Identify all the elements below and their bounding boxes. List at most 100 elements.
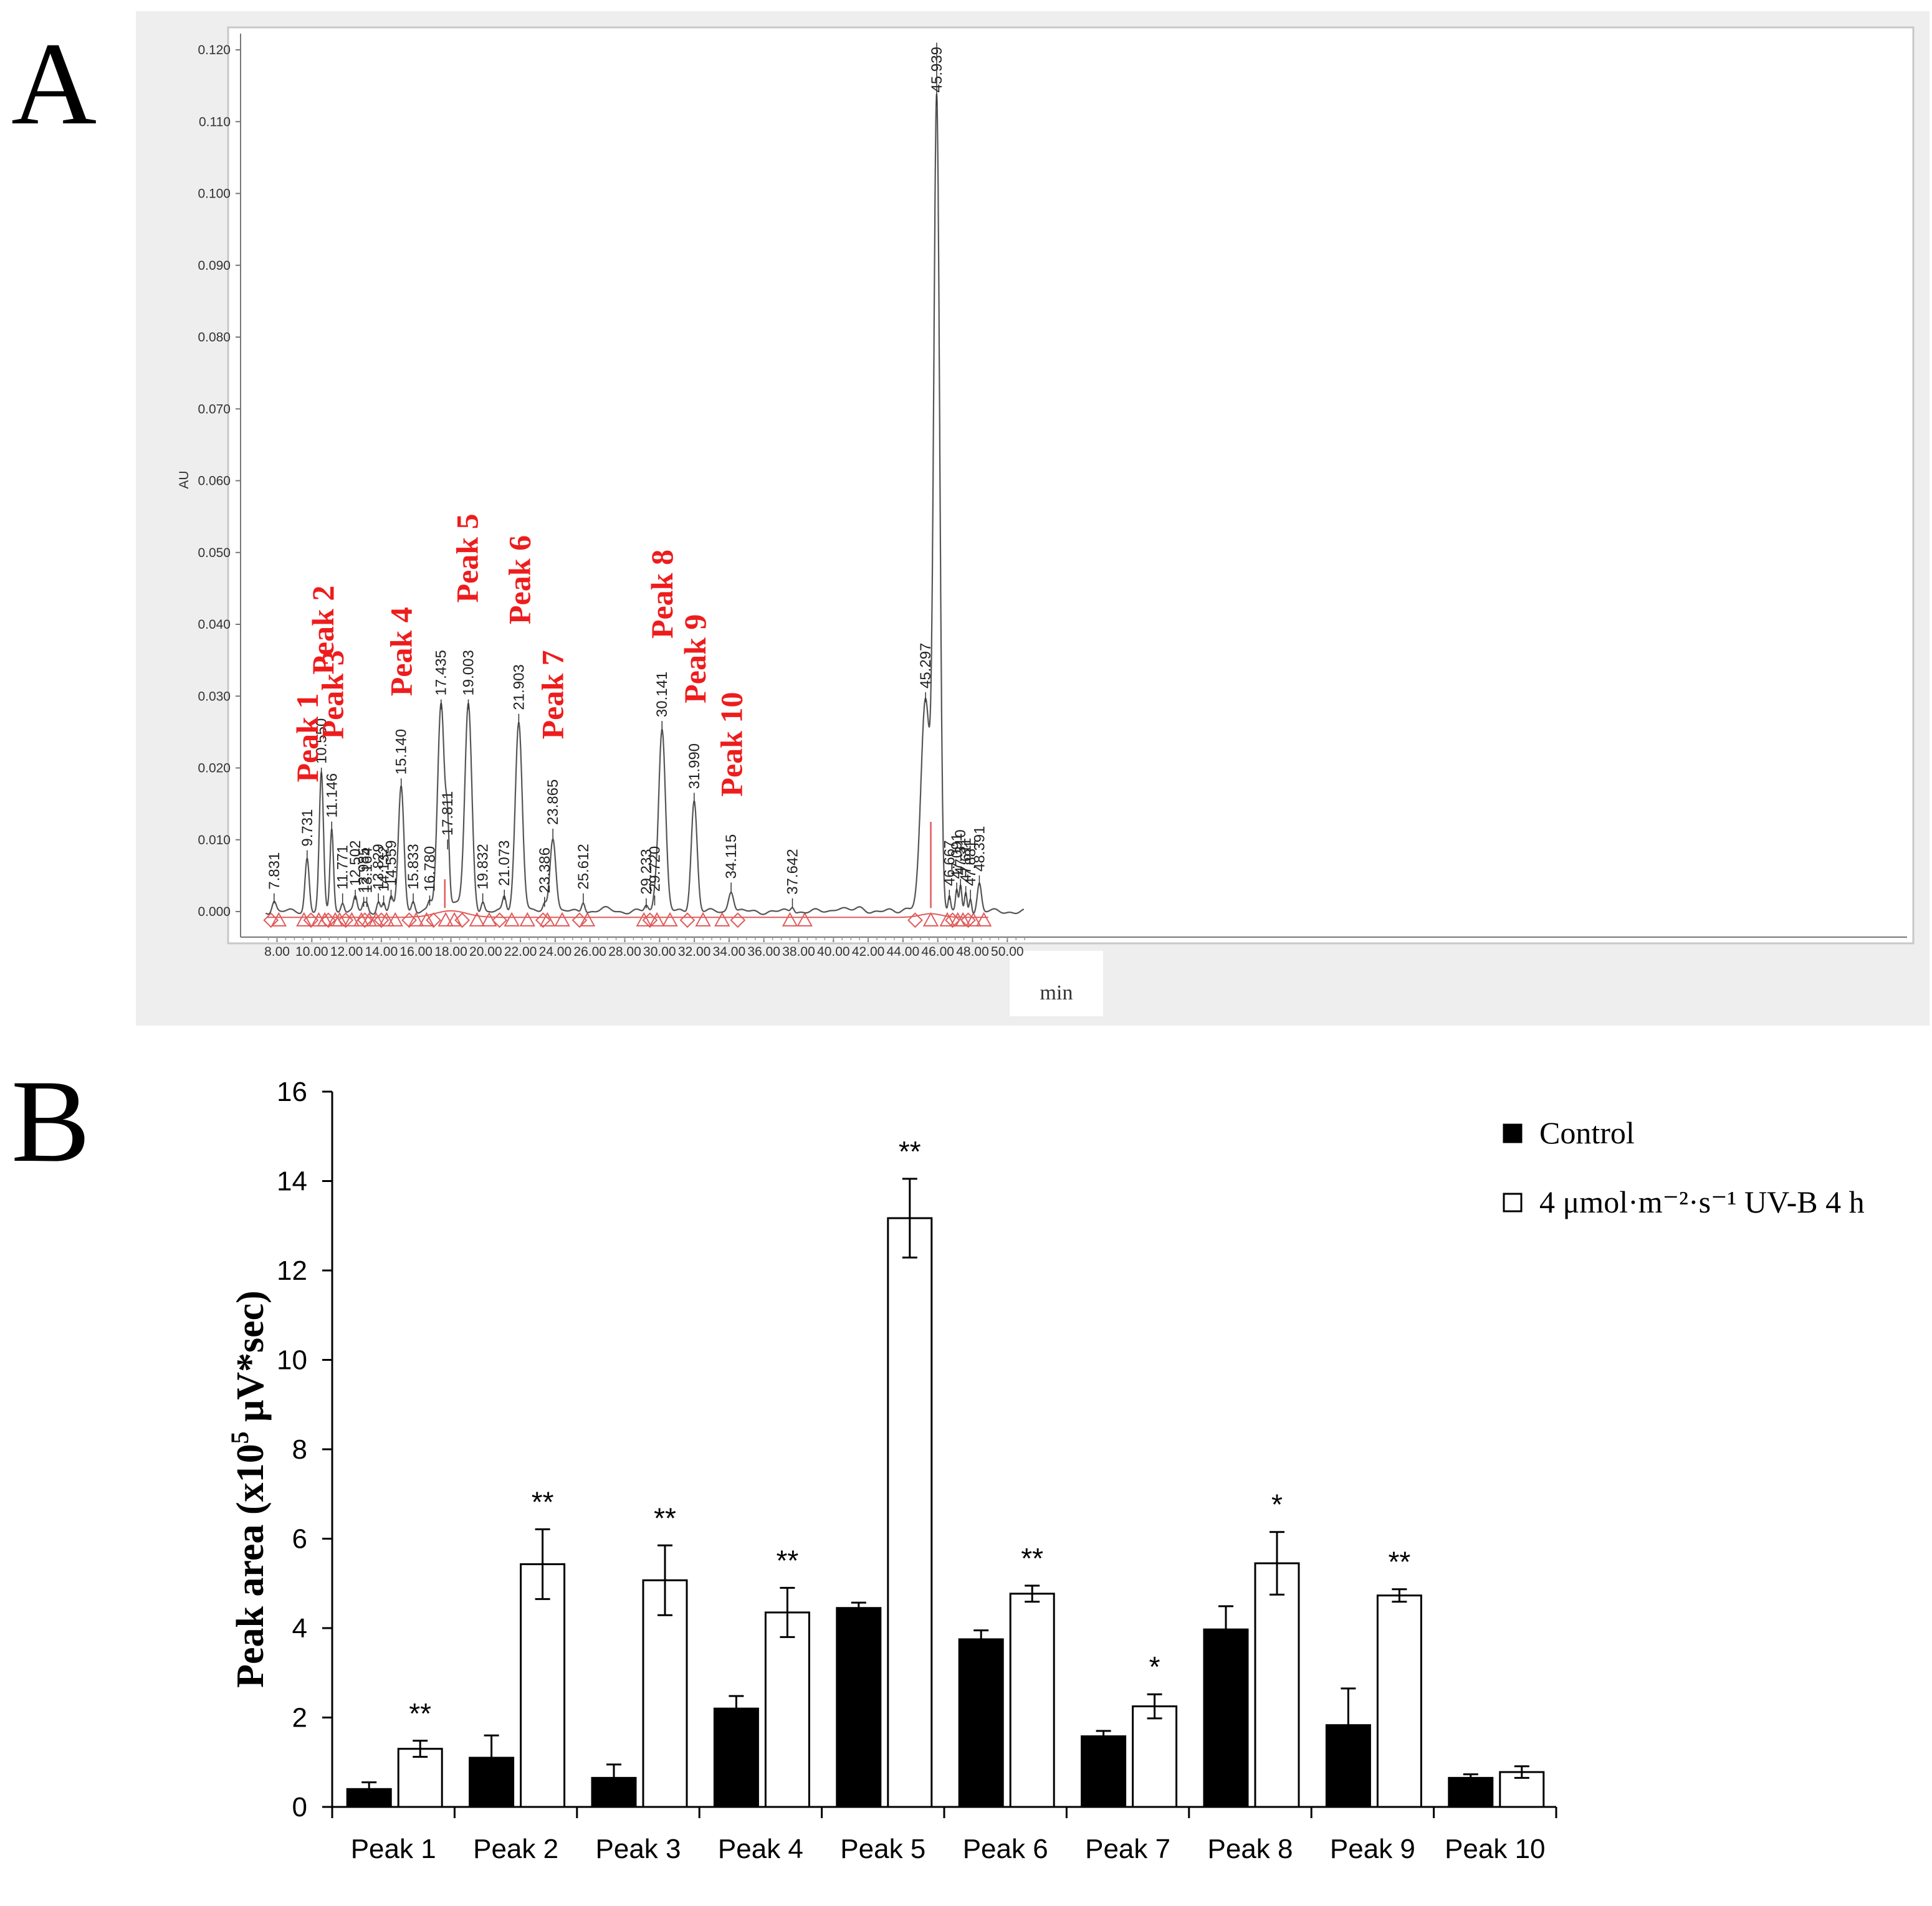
- retention-time-label: 45.297: [917, 643, 934, 689]
- baseline-triangle-marker: [343, 912, 360, 927]
- baseline-triangle-marker: [714, 912, 730, 927]
- retention-time-label: 13.164: [359, 847, 376, 893]
- peak-annotation: Peak 9: [677, 614, 712, 703]
- retention-time-label: 15.833: [405, 844, 422, 889]
- x-tick-label: 34.00: [713, 945, 746, 959]
- y-tick-label: 14: [277, 1166, 307, 1197]
- retention-time-label: 48.391: [971, 826, 988, 871]
- baseline-triangle-marker: [438, 912, 454, 927]
- x-tick-label: 30.00: [643, 945, 676, 959]
- bar-uvb: [764, 1611, 810, 1808]
- retention-time-label: 19.832: [475, 844, 492, 889]
- legend: Control 4 μmol·m⁻²·s⁻¹ UV-B 4 h: [1503, 1115, 1865, 1219]
- baseline-triangle-marker: [408, 912, 424, 927]
- bar-uvb: [1254, 1562, 1300, 1808]
- retention-time-label: 37.642: [785, 849, 801, 894]
- bar-control: [1448, 1776, 1494, 1808]
- chromatogram-panel: 0.000 0.010 0.020 0.030 0.040 0.050 0.060 0.070…: [136, 11, 1930, 1026]
- baseline-triangle-marker: [446, 912, 462, 927]
- retention-time-label: 47.091: [949, 833, 965, 879]
- baseline-triangle-marker: [955, 912, 971, 927]
- retention-time-label: 9.731: [299, 809, 316, 847]
- x-tick-label: 28.00: [608, 945, 641, 959]
- baseline-triangle-marker: [469, 912, 485, 927]
- baseline-triangle-marker: [975, 912, 992, 927]
- x-tick-label: 50.00: [991, 945, 1024, 959]
- x-tick-label: 14.00: [365, 945, 398, 959]
- retention-time-label: 15.140: [393, 729, 410, 774]
- category-label: Peak 6: [963, 1834, 1048, 1864]
- y-tick-label: 10: [277, 1345, 307, 1376]
- x-tick-label: 24.00: [539, 945, 572, 959]
- peak-annotation: Peak 6: [502, 535, 537, 624]
- y-axis-title: AU: [177, 470, 191, 488]
- y-tick-label: 2: [292, 1703, 307, 1733]
- bar-control: [958, 1638, 1004, 1808]
- retention-time-label: 14.559: [383, 841, 399, 886]
- significance-mark: **: [1388, 1546, 1410, 1578]
- bar-uvb: [1376, 1594, 1422, 1808]
- x-tick-label: 16.00: [399, 945, 433, 959]
- retention-time-label: 23.386: [537, 847, 553, 893]
- baseline-triangle-marker: [296, 912, 312, 927]
- peak-annotation: Peak 2: [305, 586, 340, 675]
- baseline-diamond-marker: [907, 912, 923, 928]
- baseline-triangle-marker: [270, 912, 287, 927]
- category-label: Peak 1: [351, 1834, 436, 1864]
- x-tick-label: 8.00: [264, 945, 290, 959]
- x-axis-title-background: [1010, 951, 1103, 1016]
- bar-control: [713, 1707, 759, 1808]
- x-tick-label: 22.00: [504, 945, 537, 959]
- y-axis-title-unit: μV*sec): [229, 1290, 272, 1431]
- y-tick-label: 8: [292, 1434, 307, 1465]
- x-tick-label: 12.00: [330, 945, 363, 959]
- retention-time-label: 19.003: [460, 650, 477, 695]
- retention-time-label: 47.611: [958, 838, 975, 883]
- x-tick-label: 42.00: [852, 945, 885, 959]
- y-tick-label: 0.020: [198, 761, 231, 776]
- baseline-triangle-marker: [504, 912, 520, 927]
- significance-mark: **: [409, 1697, 431, 1730]
- baseline-triangle-marker: [782, 912, 798, 927]
- retention-time-label: 13.829: [370, 844, 387, 889]
- y-tick-label: 0.000: [198, 905, 231, 919]
- legend-swatch-control: [1503, 1123, 1523, 1143]
- peak-annotation: Peak 1: [290, 693, 325, 783]
- chromatogram-plot-area: [227, 26, 1915, 945]
- significance-marks: **** ************: [409, 1135, 1410, 1730]
- retention-time-label: 25.612: [575, 844, 592, 889]
- y-tick-label: 0.040: [198, 617, 231, 632]
- bar-chart-panel: 0 2 4 6 8 10 12 14 16 Peak 1 Peak 2 Peak 3 Peak 4 Pea…: [226, 1077, 1865, 1864]
- bar-uvb: [520, 1563, 566, 1808]
- y-tick-label: 0.030: [198, 689, 231, 703]
- bar-uvb: [397, 1748, 443, 1808]
- integration-baseline: [266, 910, 988, 918]
- y-tick-label: 0.050: [198, 546, 231, 560]
- y-tick-label: 6: [292, 1524, 307, 1555]
- legend-label-control: Control: [1539, 1115, 1635, 1150]
- retention-time-label: 12.985: [356, 847, 373, 893]
- baseline-triangle-marker: [695, 912, 711, 927]
- x-tick-label: 10.00: [295, 945, 328, 959]
- category-label: Peak 3: [596, 1834, 681, 1864]
- bar-chart-axes: 0 2 4 6 8 10 12 14 16 Peak 1 Peak 2 Peak 3 Peak 4 Pea…: [277, 1077, 1557, 1864]
- baseline-triangle-marker: [965, 912, 982, 927]
- baseline-triangle-marker: [418, 912, 435, 927]
- chromatogram-trace: [265, 93, 1025, 915]
- y-tick-label: 0.080: [198, 330, 231, 345]
- x-tick-label: 20.00: [469, 945, 502, 959]
- retention-time-label: 16.780: [421, 846, 438, 892]
- peak-annotation: Peak 5: [450, 513, 485, 603]
- retention-time-label: 46.667: [941, 841, 958, 886]
- retention-time-label: 10.550: [313, 718, 330, 764]
- y-tick-label: 12: [277, 1256, 307, 1286]
- retention-time-label: 23.865: [545, 779, 562, 825]
- baseline-triangle-marker: [939, 912, 955, 927]
- retention-time-label: 34.115: [723, 834, 740, 879]
- peak-annotation: Peak 7: [535, 650, 570, 739]
- baseline-triangle-marker: [368, 912, 385, 927]
- retention-time-label: 11.771: [335, 845, 351, 890]
- bar-uvb: [642, 1579, 688, 1808]
- bar-control: [836, 1607, 882, 1808]
